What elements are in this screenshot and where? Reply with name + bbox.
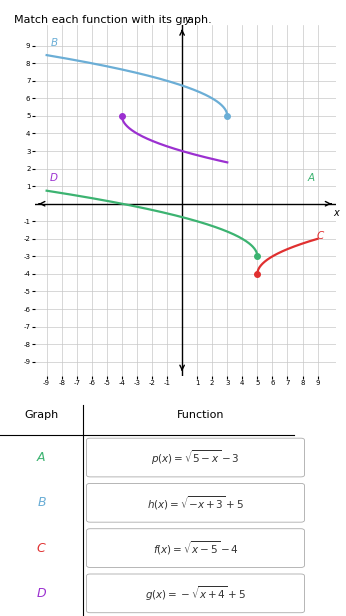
Text: $\mathit{D}$: $\mathit{D}$ xyxy=(49,171,59,184)
FancyBboxPatch shape xyxy=(86,438,304,477)
Text: $h(x) = \sqrt{-x + 3} + 5$: $h(x) = \sqrt{-x + 3} + 5$ xyxy=(147,494,244,512)
Text: $p(x) = \sqrt{5 - x} - 3$: $p(x) = \sqrt{5 - x} - 3$ xyxy=(151,448,240,467)
Text: $x$: $x$ xyxy=(333,208,341,218)
Text: $\mathit{C}$: $\mathit{C}$ xyxy=(316,229,325,241)
Text: $y$: $y$ xyxy=(184,15,192,27)
Text: $\mathit{B}$: $\mathit{B}$ xyxy=(50,36,58,48)
Text: $\mathit{B}$: $\mathit{B}$ xyxy=(37,496,46,509)
Text: $\mathit{A}$: $\mathit{A}$ xyxy=(36,451,47,464)
Text: Match each function with its graph.: Match each function with its graph. xyxy=(14,15,212,25)
Text: $\mathit{D}$: $\mathit{D}$ xyxy=(36,587,47,600)
Text: $\mathit{A}$: $\mathit{A}$ xyxy=(307,171,316,184)
FancyBboxPatch shape xyxy=(86,484,304,522)
FancyBboxPatch shape xyxy=(86,574,304,613)
FancyBboxPatch shape xyxy=(86,529,304,567)
Text: Function: Function xyxy=(177,410,225,421)
Text: $g(x) = -\sqrt{x + 4} + 5$: $g(x) = -\sqrt{x + 4} + 5$ xyxy=(145,584,246,602)
Text: $\mathit{C}$: $\mathit{C}$ xyxy=(36,541,47,554)
Text: $f(x) = \sqrt{x - 5} - 4$: $f(x) = \sqrt{x - 5} - 4$ xyxy=(153,539,238,557)
Text: Graph: Graph xyxy=(25,410,58,421)
